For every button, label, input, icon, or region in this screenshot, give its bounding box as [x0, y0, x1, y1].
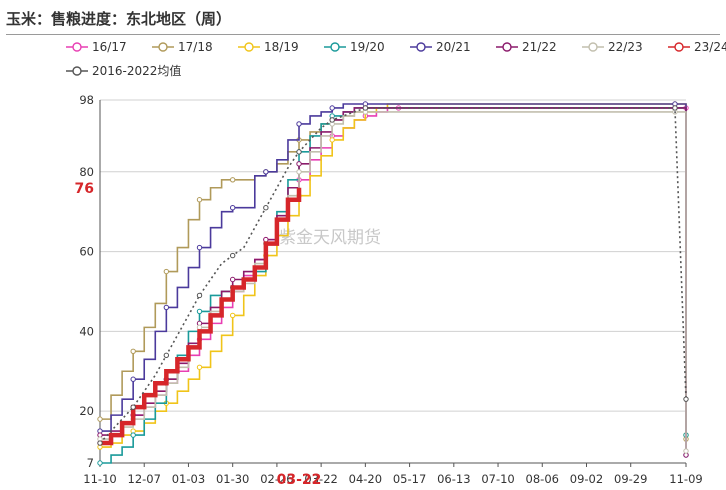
legend-label: 23/24 [694, 40, 726, 54]
legend-item[interactable]: 17/18 [152, 40, 213, 54]
series-point [97, 416, 103, 422]
series-point [196, 292, 203, 299]
series-point [130, 376, 136, 382]
series-point [263, 205, 269, 211]
series-point [196, 197, 203, 203]
series-point [196, 364, 203, 370]
x-tick-label: 11-09 [669, 472, 702, 486]
x-tick-label: 03-22 [304, 472, 337, 486]
series-point [229, 252, 236, 259]
series-point [229, 312, 236, 319]
x-tick-label: 06-13 [437, 472, 470, 486]
legend-label: 20/21 [436, 40, 471, 54]
chart-title: 玉米：售粮进度：东北地区（周） [6, 10, 232, 28]
x-tick-label: 08-06 [526, 472, 559, 486]
x-tick-label: 11-10 [83, 472, 116, 486]
legend-marker-icon [66, 65, 88, 76]
watermark: 紫金天风期货 [279, 228, 381, 248]
legend-label: 22/23 [608, 40, 643, 54]
y-tick-label: 98 [79, 93, 94, 107]
series-point [97, 460, 103, 466]
series-point [329, 105, 335, 111]
series-point [196, 244, 203, 251]
legend-item[interactable]: 22/23 [582, 40, 643, 54]
legend-item[interactable]: 23/24 [668, 40, 726, 54]
highlight-y-label: 76 [75, 181, 94, 197]
series-line [100, 103, 687, 448]
series-point [130, 404, 136, 410]
series-line [99, 107, 687, 444]
legend-marker-icon [668, 42, 690, 52]
series-point [229, 276, 236, 283]
legend-marker-icon [238, 42, 260, 52]
series-line [100, 103, 687, 456]
y-tick-label: 60 [79, 245, 94, 259]
x-tick-label: 05-17 [393, 472, 426, 486]
series-point [329, 137, 335, 143]
x-tick-label: 09-29 [614, 472, 647, 486]
series-point [263, 169, 269, 175]
series-point [130, 432, 136, 438]
legend-label: 18/19 [264, 40, 299, 54]
series-point [196, 324, 203, 331]
legend-marker-icon [410, 42, 432, 52]
legend-label: 19/20 [350, 40, 385, 54]
legend-marker-icon [324, 42, 346, 52]
y-tick-label: 7 [87, 456, 94, 470]
x-tick-label: 04-20 [349, 472, 382, 486]
series-point [296, 169, 302, 175]
series-point [196, 308, 203, 315]
series-point [163, 352, 170, 358]
legend-item[interactable]: 20/21 [410, 40, 471, 54]
legend-item[interactable]: 2016-2022均值 [66, 62, 181, 79]
legend-marker-icon [66, 42, 88, 52]
series-point [296, 121, 302, 127]
legend-marker-icon [582, 42, 604, 52]
series-point [683, 448, 689, 454]
y-tick-label: 40 [79, 324, 94, 338]
x-tick-label: 01-30 [216, 472, 249, 486]
legend-item[interactable]: 21/22 [496, 40, 557, 54]
series-point [130, 348, 136, 355]
legend-item[interactable]: 19/20 [324, 40, 385, 54]
series-point [362, 105, 369, 111]
legend-marker-icon [496, 42, 518, 52]
series-point [296, 161, 302, 167]
x-tick-label: 07-10 [481, 472, 514, 486]
series-point [97, 440, 103, 446]
series-point [163, 268, 170, 275]
title-divider [6, 34, 720, 35]
series-point [229, 205, 236, 211]
series-point [296, 149, 302, 155]
series-point [683, 396, 689, 402]
series-point [329, 117, 335, 123]
legend-label: 21/22 [522, 40, 557, 54]
highlight-x-label: 03-22 [277, 472, 322, 488]
y-tick-label: 20 [79, 404, 94, 418]
series-point [672, 105, 678, 111]
legend-label: 2016-2022均值 [92, 64, 182, 78]
x-tick-label: 12-07 [128, 472, 161, 486]
legend-marker-icon [152, 42, 174, 52]
legend-label: 16/17 [92, 40, 127, 54]
series-point [163, 304, 170, 311]
y-tick-label: 80 [79, 165, 94, 179]
x-tick-label: 09-02 [570, 472, 603, 486]
legend-item[interactable]: 18/19 [238, 40, 299, 54]
legend-item[interactable]: 16/17 [66, 40, 127, 54]
series-point [229, 177, 236, 183]
x-tick-label: 02-26 [260, 472, 293, 486]
x-tick-label: 01-03 [172, 472, 205, 486]
legend-label: 17/18 [178, 40, 213, 54]
